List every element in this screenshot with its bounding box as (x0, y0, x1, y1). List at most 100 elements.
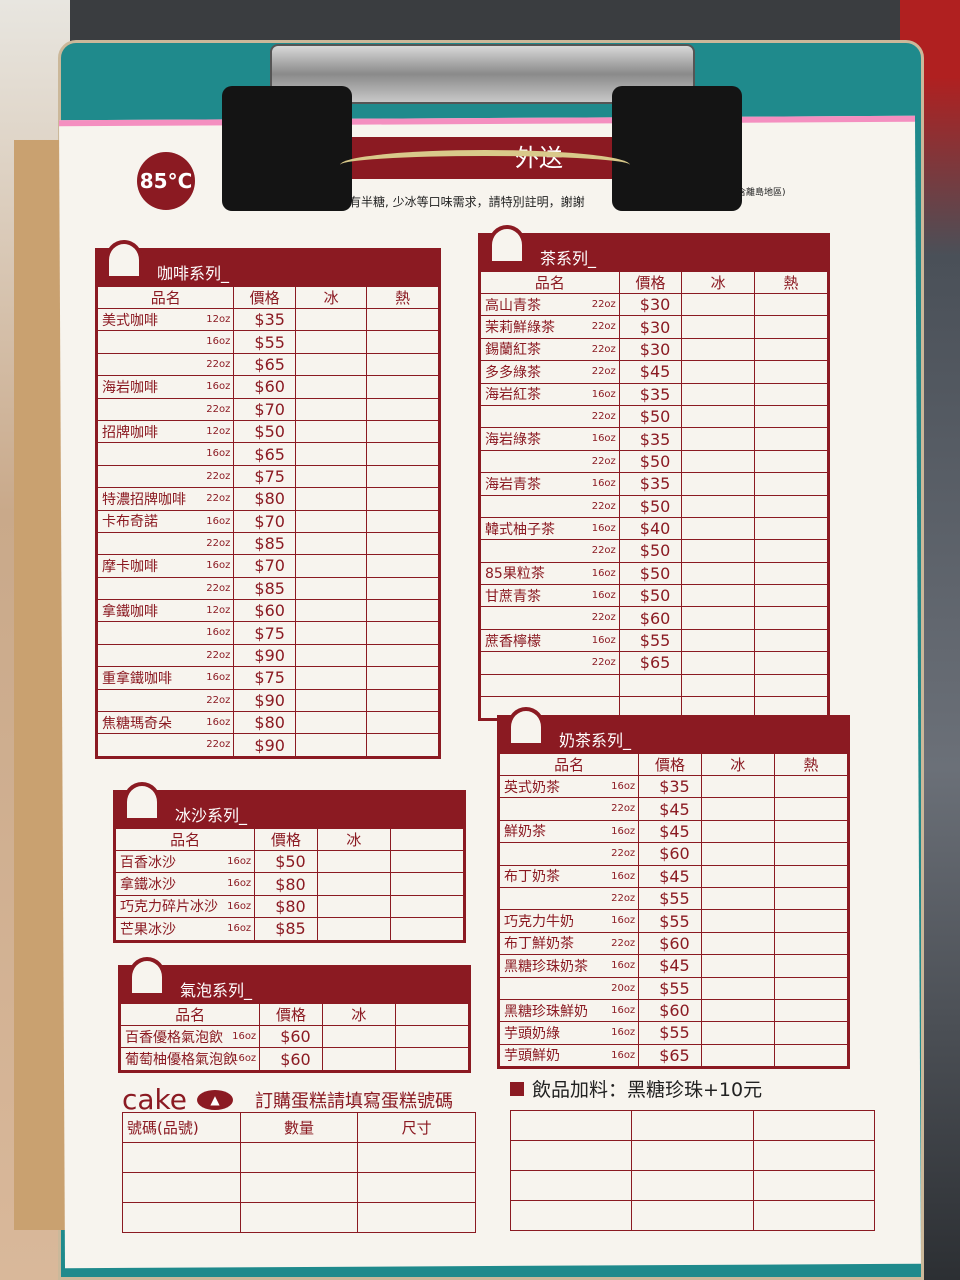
hot-quantity-cell[interactable] (366, 576, 439, 601)
ice-quantity-cell[interactable] (700, 842, 775, 866)
ice-quantity-cell[interactable] (294, 330, 368, 354)
ice-quantity-cell[interactable] (294, 666, 368, 690)
hot-quantity-cell[interactable] (366, 621, 439, 645)
ice-quantity-cell[interactable] (700, 797, 775, 821)
hot-quantity-cell[interactable] (366, 733, 439, 757)
ice-quantity-cell[interactable] (700, 998, 775, 1023)
hot-quantity-cell[interactable] (366, 509, 439, 533)
hot-quantity-cell[interactable] (773, 954, 849, 978)
ice-quantity-cell[interactable] (321, 1024, 396, 1049)
blank-cell[interactable] (752, 1170, 876, 1201)
hot-quantity-cell[interactable] (754, 404, 828, 429)
ice-quantity-cell[interactable] (321, 1047, 396, 1071)
blank-cell[interactable] (509, 1170, 633, 1201)
hot-quantity-cell[interactable] (366, 352, 439, 377)
hot-quantity-cell[interactable] (773, 1021, 849, 1045)
ice-quantity-cell[interactable] (681, 337, 756, 362)
hot-quantity-cell[interactable] (366, 666, 439, 690)
hot-quantity-cell[interactable] (754, 292, 828, 317)
ice-quantity-cell[interactable] (700, 819, 775, 844)
ice-quantity-cell[interactable] (681, 292, 756, 317)
ice-quantity-cell[interactable] (294, 554, 368, 578)
hot-quantity-cell[interactable] (773, 886, 849, 911)
hot-quantity-cell[interactable] (366, 688, 439, 713)
ice-quantity-cell[interactable] (681, 606, 756, 630)
hot-quantity-cell[interactable] (754, 315, 828, 339)
ice-quantity-cell[interactable] (681, 315, 756, 339)
hot-quantity-cell[interactable] (366, 307, 439, 332)
ice-quantity-cell[interactable] (294, 509, 368, 533)
hot-quantity-cell[interactable] (773, 797, 849, 821)
ice-quantity-cell[interactable] (294, 397, 368, 421)
ice-quantity-cell[interactable] (316, 917, 391, 941)
blank-cell[interactable] (509, 1110, 633, 1141)
hot-quantity-cell[interactable] (389, 894, 465, 919)
hot-quantity-cell[interactable] (754, 651, 828, 675)
hot-quantity-cell[interactable] (366, 554, 439, 578)
ice-quantity-cell[interactable] (681, 651, 756, 675)
hot-quantity-cell[interactable] (754, 449, 828, 474)
ice-quantity-cell[interactable] (681, 539, 756, 563)
blank-cell[interactable] (509, 1140, 633, 1171)
ice-quantity-cell[interactable] (294, 688, 368, 713)
hot-quantity-cell[interactable] (754, 539, 828, 563)
ice-quantity-cell[interactable] (681, 561, 756, 586)
hot-quantity-cell[interactable] (366, 397, 439, 421)
ice-quantity-cell[interactable] (681, 382, 756, 406)
hot-quantity-cell[interactable] (773, 909, 849, 933)
ice-quantity-cell[interactable] (316, 849, 391, 874)
hot-quantity-cell[interactable] (366, 375, 439, 399)
hot-quantity-cell[interactable] (754, 472, 828, 496)
ice-quantity-cell[interactable] (700, 886, 775, 911)
blank-cell[interactable] (752, 1110, 876, 1141)
ice-quantity-cell[interactable] (294, 711, 368, 735)
ice-quantity-cell[interactable] (681, 360, 756, 384)
ice-quantity-cell[interactable] (681, 404, 756, 429)
hot-quantity-cell[interactable] (773, 998, 849, 1023)
ice-quantity-cell[interactable] (294, 487, 368, 511)
blank-cell[interactable] (631, 1200, 754, 1231)
hot-quantity-cell[interactable] (389, 849, 465, 874)
hot-quantity-cell[interactable] (366, 711, 439, 735)
ice-quantity-cell[interactable] (316, 894, 391, 919)
hot-quantity-cell[interactable] (389, 872, 465, 896)
ice-quantity-cell[interactable] (681, 516, 756, 541)
hot-quantity-cell[interactable] (394, 1047, 470, 1071)
ice-quantity-cell[interactable] (681, 628, 756, 653)
ice-quantity-cell[interactable] (681, 494, 756, 518)
hot-quantity-cell[interactable] (754, 337, 828, 362)
ice-quantity-cell[interactable] (294, 352, 368, 377)
ice-quantity-cell[interactable] (681, 584, 756, 608)
ice-quantity-cell[interactable] (294, 643, 368, 668)
hot-quantity-cell[interactable] (773, 976, 849, 1000)
hot-quantity-cell[interactable] (389, 917, 465, 941)
hot-quantity-cell[interactable] (754, 673, 828, 698)
hot-quantity-cell[interactable] (773, 1043, 849, 1068)
hot-quantity-cell[interactable] (754, 494, 828, 518)
ice-quantity-cell[interactable] (294, 621, 368, 645)
cake-cell[interactable] (122, 1142, 241, 1173)
hot-quantity-cell[interactable] (754, 561, 828, 586)
blank-cell[interactable] (752, 1140, 876, 1171)
cake-cell[interactable] (239, 1142, 359, 1173)
ice-quantity-cell[interactable] (681, 472, 756, 496)
hot-quantity-cell[interactable] (366, 599, 439, 623)
ice-quantity-cell[interactable] (681, 449, 756, 474)
cake-cell[interactable] (122, 1172, 241, 1203)
ice-quantity-cell[interactable] (700, 931, 775, 956)
ice-quantity-cell[interactable] (700, 774, 775, 799)
cake-cell[interactable] (357, 1142, 476, 1173)
cake-cell[interactable] (357, 1172, 476, 1203)
hot-quantity-cell[interactable] (366, 442, 439, 466)
blank-cell[interactable] (752, 1200, 876, 1231)
ice-quantity-cell[interactable] (316, 872, 391, 896)
ice-quantity-cell[interactable] (294, 307, 368, 332)
ice-quantity-cell[interactable] (700, 864, 775, 888)
ice-quantity-cell[interactable] (700, 954, 775, 978)
ice-quantity-cell[interactable] (294, 599, 368, 623)
ice-quantity-cell[interactable] (681, 427, 756, 451)
ice-quantity-cell[interactable] (294, 419, 368, 444)
blank-cell[interactable] (631, 1140, 754, 1171)
hot-quantity-cell[interactable] (754, 427, 828, 451)
hot-quantity-cell[interactable] (366, 419, 439, 444)
